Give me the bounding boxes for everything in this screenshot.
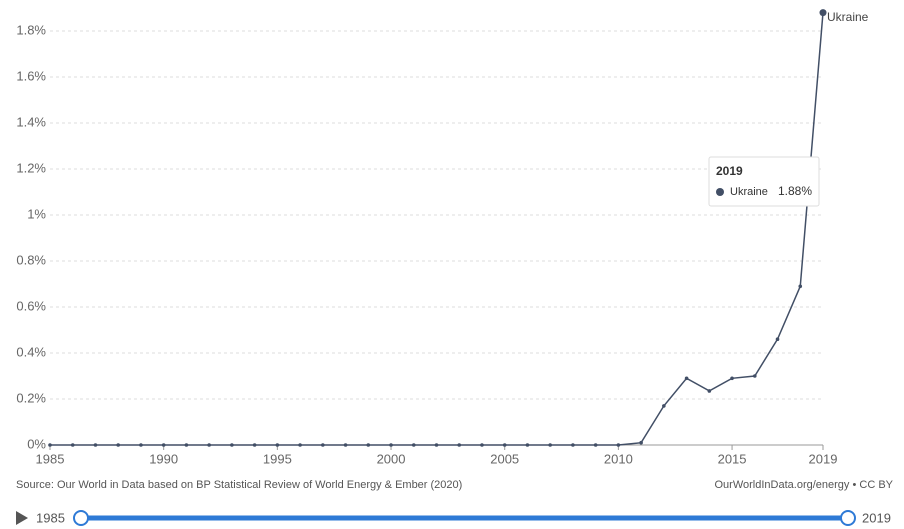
point [798,284,803,289]
tooltip-box [708,156,820,207]
tooltip: 2019 Ukraine 1.88% [708,156,820,207]
y-tick-label: 1.8% [16,22,46,37]
point [93,443,98,447]
point [70,443,75,447]
point [480,443,484,447]
timeline-start: 1985 [36,510,65,525]
point [616,443,621,447]
point [184,443,189,447]
tooltip-title: 2019 [716,164,743,178]
point [707,389,712,393]
series-label: Ukraine [827,10,869,24]
point [48,443,52,447]
x-tick-label: 2000 [377,451,406,466]
point [161,443,166,447]
point [571,443,575,447]
y-tick-label: 0% [27,436,46,451]
point [434,443,439,447]
point [252,443,257,447]
x-tick-label: 2010 [604,451,633,466]
point [343,443,348,447]
point [207,443,211,447]
y-tick-label: 0.2% [16,390,46,405]
play-button[interactable] [16,511,28,525]
timeline-handle[interactable] [73,510,89,526]
y-tick-label: 0.8% [16,252,46,267]
source: Source: Our World in Data based on BP St… [16,479,462,491]
point [321,443,325,447]
point [752,374,757,378]
point [593,443,598,447]
point [684,376,689,381]
y-tick-label: 0.4% [16,344,46,359]
point [298,443,302,447]
x-tick-label: 1995 [263,451,292,466]
y-tick-label: 1.6% [16,68,46,83]
point [525,443,530,447]
tooltip-swatch [716,188,724,196]
point [548,443,552,447]
point [389,443,393,447]
point [411,443,416,447]
y-tick-label: 0.6% [16,298,46,313]
timeline-handle[interactable] [840,510,856,526]
timeline-end: 2019 [862,510,891,525]
point [275,443,280,447]
point [775,337,780,342]
point [116,443,121,447]
x-tick-label: 2015 [718,451,747,466]
y-tick-label: 1% [27,206,46,221]
point [819,9,827,17]
point [502,443,507,447]
point [730,376,734,381]
point [457,443,462,447]
y-tick-label: 1.4% [16,114,46,129]
tooltip-value: 1.88% [778,184,812,198]
tooltip-series: Ukraine [730,186,768,198]
x-tick-label: 1990 [149,451,178,466]
point [366,443,371,447]
x-tick-label: 1985 [36,451,65,466]
y-tick-label: 1.2% [16,160,46,175]
point [662,404,666,408]
license[interactable]: OurWorldInData.org/energy • CC BY [715,479,894,491]
point [230,443,234,447]
x-tick-label: 2005 [490,451,519,466]
x-tick-label: 2019 [809,451,838,466]
point [639,440,643,445]
point [139,443,143,447]
